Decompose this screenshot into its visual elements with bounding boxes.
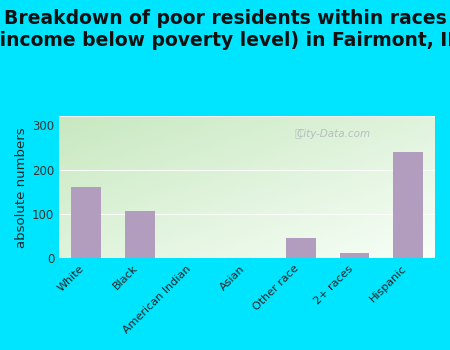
Text: City-Data.com: City-Data.com <box>297 128 371 139</box>
Bar <box>286 238 315 258</box>
Text: Breakdown of poor residents within races
(income below poverty level) in Fairmon: Breakdown of poor residents within races… <box>0 9 450 50</box>
Bar <box>72 188 101 258</box>
Bar <box>393 152 423 258</box>
Y-axis label: absolute numbers: absolute numbers <box>15 127 28 248</box>
Bar <box>125 211 154 258</box>
Bar <box>340 253 369 258</box>
Text: ⓘ: ⓘ <box>295 128 301 139</box>
